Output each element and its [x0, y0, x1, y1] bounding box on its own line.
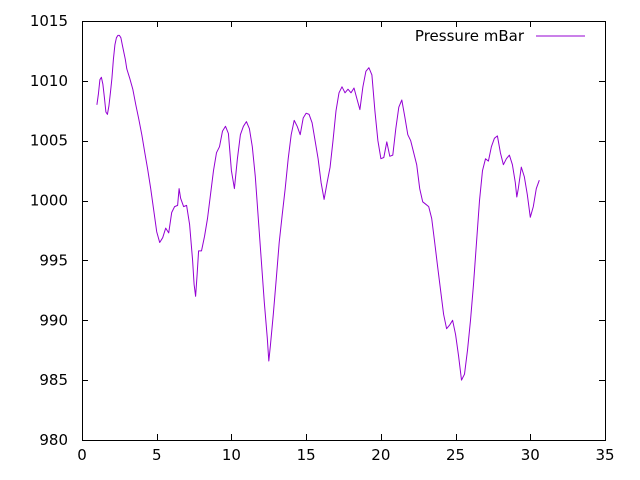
y-tick-label: 995 [39, 251, 68, 269]
x-tick-label: 30 [521, 446, 540, 464]
y-tick-label: 1005 [30, 132, 68, 150]
x-tick-label: 10 [222, 446, 241, 464]
x-tick-label: 15 [297, 446, 316, 464]
y-tick-label: 1010 [30, 72, 68, 90]
series-layer [96, 34, 540, 381]
x-tick-label: 0 [77, 446, 87, 464]
x-tick-label: 25 [446, 446, 465, 464]
y-tick-label: 990 [39, 311, 68, 329]
y-tick-label: 980 [39, 431, 68, 449]
x-tick-label: 35 [595, 446, 614, 464]
y-tick-label: 1000 [30, 192, 68, 210]
x-tick-label: 20 [371, 446, 390, 464]
legend: Pressure mBar [415, 27, 585, 45]
y-tick-label: 985 [39, 371, 68, 389]
legend-label-pressure: Pressure mBar [415, 27, 525, 45]
tick-labels: 0 5 10 15 20 25 30 3598098599099510001005101010… [30, 12, 615, 464]
plot-frame [82, 21, 606, 441]
x-tick-label: 5 [152, 446, 162, 464]
axis-ticks [82, 21, 606, 441]
series-line-pressure [96, 34, 540, 381]
y-tick-label: 1015 [30, 12, 68, 30]
